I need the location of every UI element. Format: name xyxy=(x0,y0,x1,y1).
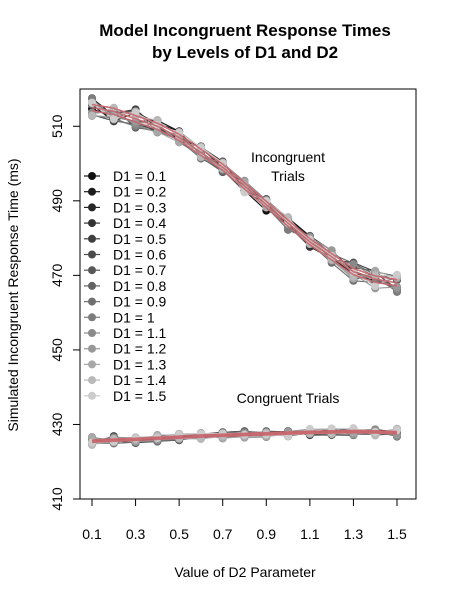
legend-item: D1 = 0.4 xyxy=(84,215,167,231)
y-axis-label: Simulated Incongruent Response Time (ms) xyxy=(5,158,21,431)
legend-marker xyxy=(88,234,96,243)
legend-label: D1 = 1.1 xyxy=(113,325,167,341)
x-tick-label: 0.3 xyxy=(126,526,146,542)
data-point xyxy=(393,270,401,279)
fit-curve xyxy=(91,109,398,287)
annotation-congruent: Congruent Trials xyxy=(237,390,340,406)
legend-label: D1 = 1.5 xyxy=(113,388,167,404)
chart-title: Model Incongruent Response Times xyxy=(99,21,391,40)
legend-label: D1 = 0.8 xyxy=(113,278,167,294)
x-tick-label: 0.9 xyxy=(257,526,277,542)
annotation-incongruent-line2: Trials xyxy=(271,168,305,184)
series-layer xyxy=(88,94,401,450)
legend-item: D1 = 0.5 xyxy=(84,231,167,247)
fit-curve xyxy=(91,430,398,443)
annotation-incongruent-line1: Incongruent xyxy=(251,149,325,165)
fit-curve xyxy=(91,429,398,441)
fit-curve xyxy=(91,106,398,284)
legend-marker xyxy=(88,313,96,322)
legend-item: D1 = 0.8 xyxy=(84,278,167,294)
legend-marker xyxy=(88,203,96,212)
legend-label: D1 = 1.3 xyxy=(113,356,167,372)
legend-item: D1 = 0.6 xyxy=(84,247,167,263)
legend: D1 = 0.1D1 = 0.2D1 = 0.3D1 = 0.4D1 = 0.5… xyxy=(84,168,167,404)
y-tick-label: 450 xyxy=(49,338,65,362)
legend-label: D1 = 0.3 xyxy=(113,199,167,215)
fit-curve xyxy=(91,431,398,444)
legend-item: D1 = 0.2 xyxy=(84,184,167,200)
legend-label: D1 = 0.2 xyxy=(113,184,167,200)
legend-item: D1 = 1.3 xyxy=(84,356,167,372)
legend-marker xyxy=(88,329,96,337)
legend-item: D1 = 0.9 xyxy=(84,294,167,310)
legend-marker xyxy=(88,187,96,196)
chart-subtitle: by Levels of D1 and D2 xyxy=(152,43,338,62)
legend-label: D1 = 0.4 xyxy=(113,215,167,231)
legend-marker xyxy=(88,391,96,400)
fit-curve xyxy=(91,103,398,281)
legend-item: D1 = 0.3 xyxy=(84,199,167,215)
x-tick-label: 1.5 xyxy=(387,526,407,542)
legend-marker xyxy=(88,360,96,369)
plot-frame xyxy=(79,88,417,500)
legend-label: D1 = 0.7 xyxy=(113,262,167,278)
legend-label: D1 = 1 xyxy=(113,309,155,325)
x-tick-label: 1.1 xyxy=(300,526,320,542)
x-axis-label: Value of D2 Parameter xyxy=(174,564,316,580)
data-point xyxy=(88,111,96,120)
legend-item: D1 = 0.1 xyxy=(84,168,167,184)
legend-item: D1 = 1.2 xyxy=(84,341,167,357)
data-point xyxy=(88,99,96,108)
legend-marker xyxy=(88,266,96,275)
legend-item: D1 = 1.5 xyxy=(84,388,167,404)
legend-marker xyxy=(88,250,96,259)
legend-marker xyxy=(88,219,96,228)
legend-label: D1 = 1.4 xyxy=(113,372,167,388)
legend-item: D1 = 0.7 xyxy=(84,262,167,278)
legend-marker xyxy=(88,297,96,306)
legend-marker xyxy=(88,172,96,180)
y-tick-label: 470 xyxy=(49,263,65,287)
legend-label: D1 = 0.6 xyxy=(113,247,167,263)
y-tick-label: 430 xyxy=(49,413,65,437)
legend-item: D1 = 1.1 xyxy=(84,325,167,341)
legend-marker xyxy=(88,376,96,385)
legend-item: D1 = 1 xyxy=(84,309,155,325)
data-point xyxy=(393,283,401,292)
legend-marker xyxy=(88,344,96,353)
legend-label: D1 = 1.2 xyxy=(113,341,167,357)
legend-label: D1 = 0.9 xyxy=(113,294,167,310)
x-tick-label: 0.1 xyxy=(82,526,102,542)
y-tick-label: 410 xyxy=(49,487,65,511)
legend-marker xyxy=(88,281,96,290)
data-point xyxy=(196,143,205,152)
x-axis: 0.1 0.3 0.5 0.7 0.9 1.1 1.3 1.5 xyxy=(82,499,407,542)
x-tick-label: 0.5 xyxy=(169,526,189,542)
y-tick-label: 510 xyxy=(49,114,65,138)
legend-label: D1 = 0.1 xyxy=(113,168,167,184)
y-tick-label: 490 xyxy=(49,189,65,213)
x-tick-label: 1.3 xyxy=(344,526,364,542)
y-axis: 410 430 450 470 490 510 xyxy=(49,114,80,511)
legend-item: D1 = 1.4 xyxy=(84,372,167,388)
x-tick-label: 0.7 xyxy=(213,526,233,542)
data-point xyxy=(109,115,118,124)
data-point xyxy=(371,282,380,291)
legend-label: D1 = 0.5 xyxy=(113,231,167,247)
